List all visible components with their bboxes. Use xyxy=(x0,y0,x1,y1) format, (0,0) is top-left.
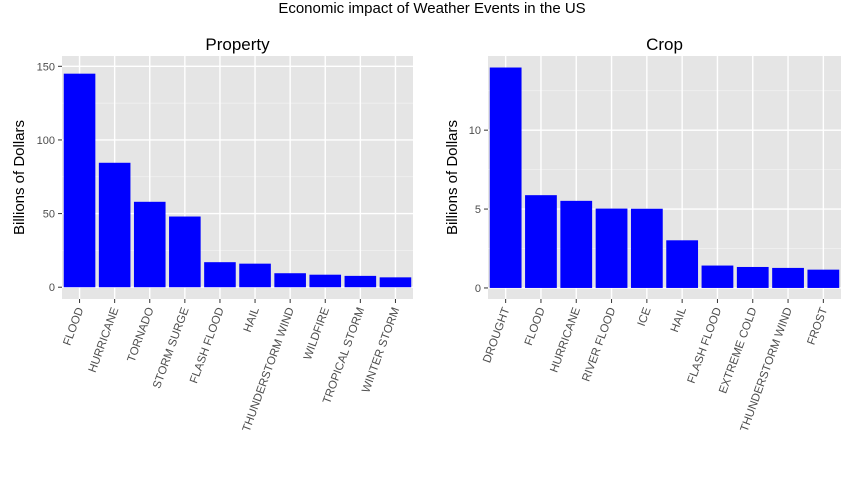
property-bar-hail xyxy=(239,263,271,288)
crop-x-label-flash-flood: FLASH FLOOD xyxy=(686,306,725,385)
property-y-tick-label: 50 xyxy=(43,209,55,221)
property-y-axis-label: Billions of Dollars xyxy=(11,120,28,235)
property-bar-flash-flood xyxy=(204,262,236,288)
crop-bar-hurricane xyxy=(560,200,593,288)
property-x-label-winter-storm: WINTER STORM xyxy=(360,306,402,395)
crop-bar-ice xyxy=(630,208,663,288)
property-x-label-hail: HAIL xyxy=(242,305,262,334)
property-bar-thunderstorm-wind xyxy=(274,273,306,288)
property-bar-wildfire xyxy=(309,274,342,288)
crop-y-axis-label: Billions of Dollars xyxy=(444,120,461,235)
property-bar-flood xyxy=(63,73,96,288)
crop-panel-title: Crop xyxy=(646,35,683,54)
property-bar-storm-surge xyxy=(169,216,201,288)
crop-y-tick-label: 0 xyxy=(475,283,481,295)
crop-bar-river-flood xyxy=(595,208,628,288)
crop-bar-frost xyxy=(807,269,840,288)
property-y-tick-label: 100 xyxy=(37,135,55,147)
crop-bar-flash-flood xyxy=(701,265,734,288)
crop-bar-thunderstorm-wind xyxy=(772,267,804,288)
crop-x-label-ice: ICE xyxy=(636,306,654,328)
property-y-tick-label: 150 xyxy=(37,61,55,73)
figure-title: Economic impact of Weather Events in the… xyxy=(278,0,585,17)
property-x-label-wildfire: WILDFIRE xyxy=(302,306,332,362)
property-x-label-tornado: TORNADO xyxy=(126,306,157,364)
crop-y-tick-label: 5 xyxy=(475,204,481,216)
property-bar-winter-storm xyxy=(379,277,412,288)
crop-x-label-drought: DROUGHT xyxy=(481,306,512,365)
property-panel-title: Property xyxy=(205,35,270,54)
crop-bar-flood xyxy=(525,195,557,288)
crop-x-label-frost: FROST xyxy=(806,306,831,347)
crop-y-tick-label: 10 xyxy=(469,125,481,137)
property-x-label-hurricane: HURRICANE xyxy=(87,306,122,375)
crop-x-label-extreme-cold: EXTREME COLD xyxy=(717,306,759,395)
crop-bar-extreme-cold xyxy=(736,266,769,288)
property-x-label-flood: FLOOD xyxy=(62,306,87,347)
property-y-tick-label: 0 xyxy=(49,282,55,294)
crop-x-label-hurricane: HURRICANE xyxy=(548,306,583,375)
property-bar-hurricane xyxy=(98,162,131,288)
crop-x-label-hail: HAIL xyxy=(669,305,689,334)
property-bar-tornado xyxy=(133,201,166,288)
property-x-label-flash-flood: FLASH FLOOD xyxy=(188,306,227,385)
crop-x-label-river-flood: RIVER FLOOD xyxy=(580,306,618,383)
crop-bar-hail xyxy=(666,240,699,288)
crop-x-label-flood: FLOOD xyxy=(523,306,548,347)
property-bar-tropical-storm xyxy=(344,275,377,288)
property-x-label-storm-surge: STORM SURGE xyxy=(151,306,192,391)
crop-bar-drought xyxy=(489,67,522,288)
